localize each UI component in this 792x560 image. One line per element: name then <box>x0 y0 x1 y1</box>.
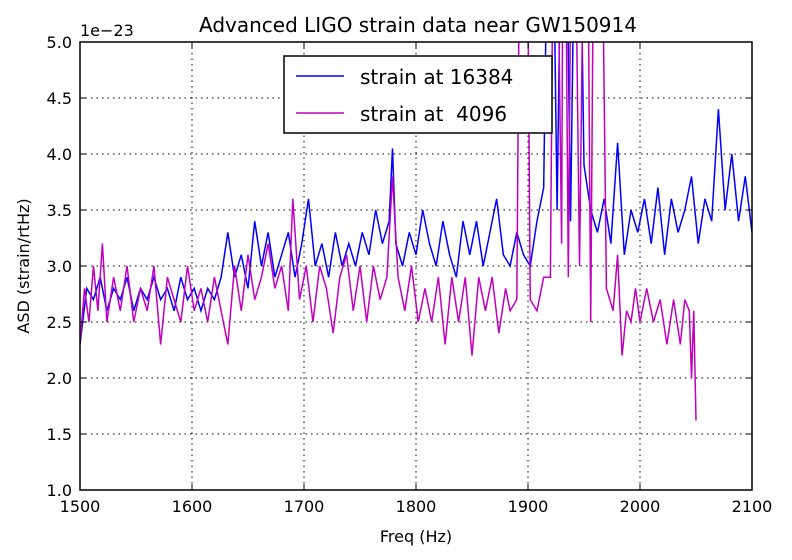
legend-label-16384: strain at 16384 <box>360 65 513 89</box>
x-tick-label: 1900 <box>508 497 549 516</box>
series-line-1 <box>80 42 697 421</box>
ticks: 1500 1600 1700 1800 1900 2000 2100 1.0 1.5 2.0 2.5… <box>47 33 773 516</box>
y-offset-label: 1e−23 <box>80 21 134 40</box>
x-axis-label: Freq (Hz) <box>380 527 452 546</box>
legend-label-4096: strain at 4096 <box>360 102 507 126</box>
y-tick-label: 4.0 <box>47 145 72 164</box>
x-tick-label: 1600 <box>172 497 213 516</box>
y-tick-label: 2.5 <box>47 313 72 332</box>
x-tick-label: 1700 <box>284 497 325 516</box>
y-tick-label: 3.0 <box>47 257 72 276</box>
legend-box <box>283 55 553 134</box>
y-axis-label: ASD (strain/rtHz) <box>14 198 33 333</box>
x-tick-label: 2100 <box>732 497 773 516</box>
y-tick-label: 1.0 <box>47 481 72 500</box>
y-tick-label: 1.5 <box>47 425 72 444</box>
y-tick-label: 4.5 <box>47 89 72 108</box>
legend: strain at 16384 strain at 4096 <box>283 55 553 134</box>
chart-title: Advanced LIGO strain data near GW150914 <box>199 13 637 37</box>
y-tick-label: 2.0 <box>47 369 72 388</box>
x-tick-label: 1800 <box>396 497 437 516</box>
series-lines <box>80 42 752 421</box>
x-tick-label: 2000 <box>620 497 661 516</box>
series-line-0 <box>80 42 752 345</box>
y-tick-label: 3.5 <box>47 201 72 220</box>
x-tick-label: 1500 <box>60 497 101 516</box>
y-tick-label: 5.0 <box>47 33 72 52</box>
